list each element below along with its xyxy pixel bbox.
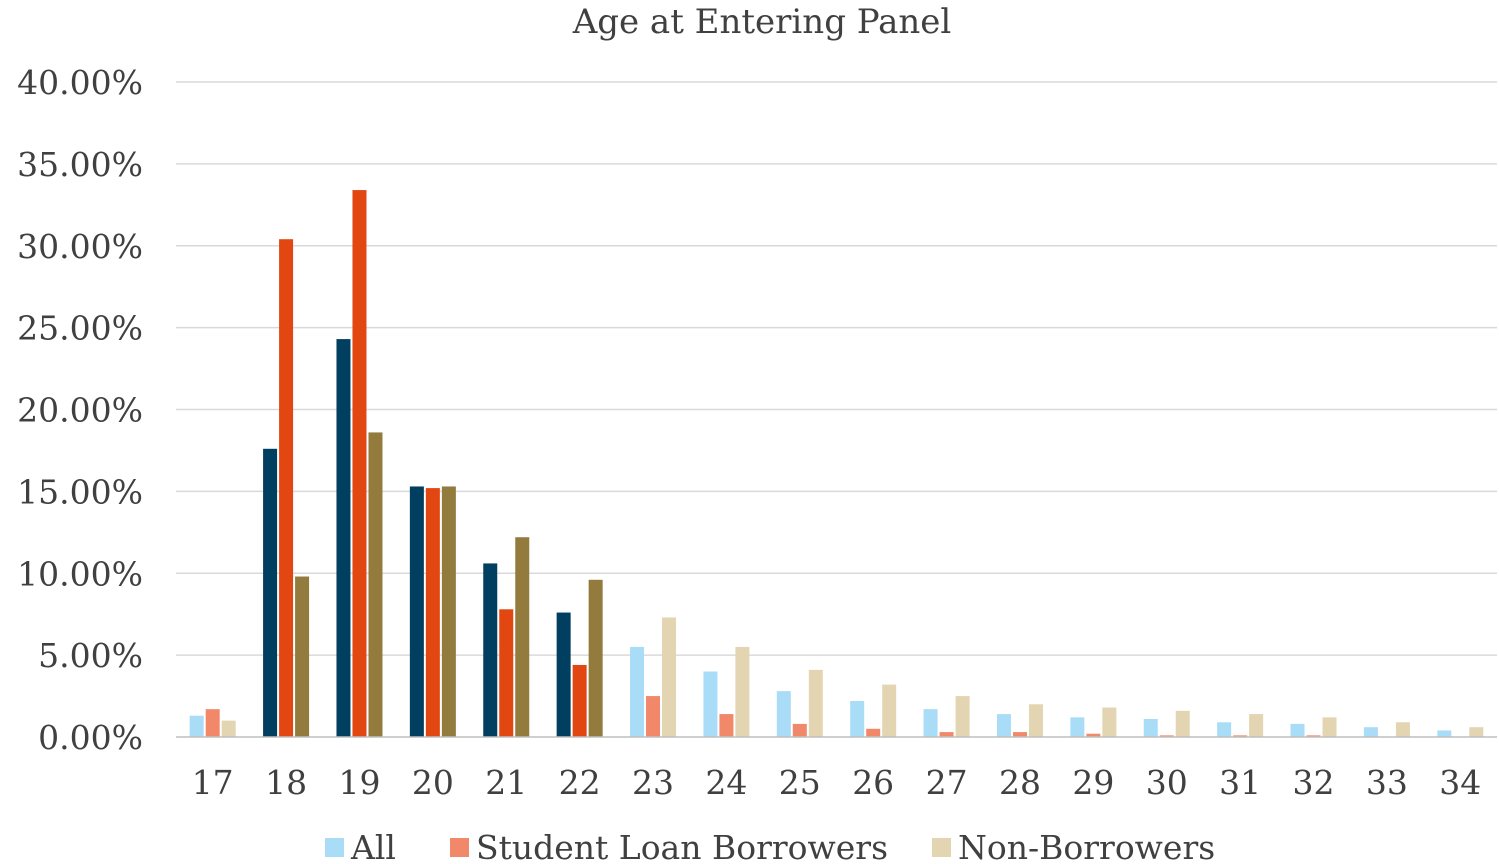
y-axis: 0.00% 5.00% 10.00% 15.00% 20.00% 25.00% 30.00%… [17, 63, 143, 757]
x-axis: 17 18 19 20 21 22 23 24 25 26 27 28 29 30 31 32 33 34 [192, 763, 1482, 802]
y-tick-label: 35.00% [17, 145, 143, 184]
legend: All Student Loan Borrowers Non-Borrowers [325, 828, 1215, 864]
bar-all-23 [630, 646, 645, 737]
x-tick-label: 32 [1293, 763, 1335, 802]
bar-student-loan-borrowers-17 [205, 709, 220, 737]
x-tick-label: 28 [999, 763, 1041, 802]
bar-student-loan-borrowers-30 [1159, 735, 1174, 737]
legend-swatch-non-borrowers [932, 838, 951, 857]
bar-non-borrowers-20 [441, 486, 456, 737]
legend-swatch-all [325, 838, 344, 857]
x-tick-label: 34 [1439, 763, 1481, 802]
bar-all-29 [1070, 717, 1085, 737]
bar-non-borrowers-21 [515, 537, 530, 737]
bar-student-loan-borrowers-20 [425, 488, 440, 737]
y-tick-label: 15.00% [17, 472, 143, 511]
x-tick-label: 25 [779, 763, 821, 802]
x-tick-label: 21 [485, 763, 527, 802]
x-tick-label: 23 [632, 763, 674, 802]
bar-all-32 [1290, 723, 1305, 737]
y-tick-label: 10.00% [17, 554, 143, 593]
bar-all-20 [409, 486, 424, 737]
bar-all-34 [1437, 730, 1452, 737]
bar-non-borrowers-33 [1395, 722, 1410, 737]
bar-student-loan-borrowers-27 [939, 732, 954, 737]
legend-label-all: All [350, 828, 396, 864]
x-tick-label: 17 [192, 763, 234, 802]
bar-non-borrowers-25 [808, 669, 823, 737]
y-tick-label: 5.00% [38, 636, 143, 675]
bar-non-borrowers-24 [735, 646, 750, 737]
x-tick-label: 29 [1072, 763, 1114, 802]
bar-all-22 [556, 612, 571, 737]
x-tick-label: 31 [1219, 763, 1261, 802]
bar-student-loan-borrowers-25 [792, 723, 807, 737]
bar-all-24 [703, 671, 718, 737]
x-tick-label: 33 [1366, 763, 1408, 802]
bar-all-21 [483, 563, 498, 737]
bar-all-27 [923, 709, 938, 737]
bar-non-borrowers-23 [662, 617, 677, 737]
bar-all-30 [1143, 718, 1158, 737]
bar-all-28 [996, 714, 1011, 737]
bar-non-borrowers-17 [221, 720, 236, 737]
bar-student-loan-borrowers-21 [499, 609, 514, 737]
x-tick-label: 20 [412, 763, 454, 802]
legend-label-non-borrowers: Non-Borrowers [958, 828, 1215, 864]
bar-all-33 [1363, 727, 1378, 737]
bar-student-loan-borrowers-22 [572, 664, 587, 737]
bar-student-loan-borrowers-31 [1233, 735, 1248, 737]
bars [189, 190, 1484, 737]
bar-non-borrowers-32 [1322, 717, 1337, 737]
bar-non-borrowers-34 [1469, 727, 1484, 737]
bar-non-borrowers-30 [1175, 710, 1190, 737]
bar-non-borrowers-29 [1102, 707, 1117, 737]
bar-non-borrowers-27 [955, 696, 970, 737]
bar-all-31 [1217, 722, 1232, 737]
bar-non-borrowers-19 [368, 432, 383, 737]
x-tick-label: 24 [705, 763, 747, 802]
bar-non-borrowers-31 [1249, 714, 1264, 737]
bar-non-borrowers-18 [295, 576, 310, 737]
x-tick-label: 26 [852, 763, 894, 802]
bar-student-loan-borrowers-23 [646, 696, 661, 737]
y-tick-label: 20.00% [17, 391, 143, 430]
bar-non-borrowers-28 [1028, 704, 1043, 737]
x-tick-label: 18 [265, 763, 307, 802]
gridlines [176, 81, 1497, 656]
bar-all-18 [263, 448, 278, 737]
y-tick-label: 30.00% [17, 227, 143, 266]
legend-label-student-loan-borrowers: Student Loan Borrowers [476, 828, 888, 864]
bar-student-loan-borrowers-18 [279, 239, 294, 737]
bar-student-loan-borrowers-28 [1012, 732, 1027, 737]
legend-swatch-student-loan-borrowers [450, 838, 469, 857]
bar-all-19 [336, 339, 351, 737]
x-tick-label: 30 [1146, 763, 1188, 802]
bar-student-loan-borrowers-24 [719, 714, 734, 737]
bar-student-loan-borrowers-29 [1086, 733, 1101, 737]
bar-all-17 [189, 715, 204, 737]
x-tick-label: 27 [926, 763, 968, 802]
bar-student-loan-borrowers-26 [866, 728, 881, 737]
x-tick-label: 19 [338, 763, 380, 802]
bar-student-loan-borrowers-19 [352, 190, 367, 737]
bar-student-loan-borrowers-32 [1306, 735, 1321, 737]
x-tick-label: 22 [559, 763, 601, 802]
bar-all-26 [850, 700, 865, 737]
bar-non-borrowers-26 [882, 684, 897, 737]
bar-all-25 [776, 691, 791, 737]
y-tick-label: 0.00% [38, 718, 143, 757]
chart-title: Age at Entering Panel [572, 2, 952, 42]
y-tick-label: 25.00% [17, 309, 143, 348]
y-tick-label: 40.00% [17, 63, 143, 102]
bar-non-borrowers-22 [588, 579, 603, 737]
